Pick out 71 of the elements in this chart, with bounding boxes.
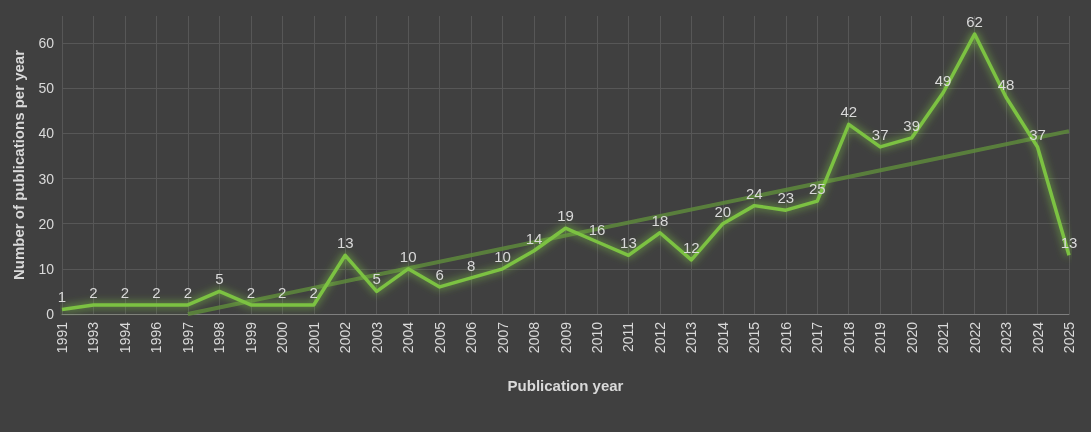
data-label: 2: [278, 283, 287, 301]
data-label: 1: [57, 288, 67, 306]
y-tick-label: 10: [38, 260, 55, 277]
data-label: 5: [215, 270, 224, 288]
data-label: 62: [966, 13, 983, 31]
data-label: 2: [89, 283, 98, 301]
data-label: 2: [309, 283, 318, 301]
x-tick-label: 1997: [179, 321, 196, 354]
x-tick-label: 1998: [211, 321, 228, 354]
x-tick-label: 1993: [85, 321, 102, 354]
x-tick-label: 2009: [557, 321, 574, 354]
data-label: 5: [372, 270, 381, 288]
x-tick-label: 2019: [872, 321, 889, 354]
data-label: 24: [745, 184, 763, 202]
x-tick-label: 1991: [54, 321, 70, 354]
x-tick-label: 1999: [242, 321, 259, 354]
x-tick-label: 2021: [935, 321, 952, 354]
data-label: 37: [1029, 125, 1046, 143]
data-label: 10: [494, 247, 511, 265]
x-tick-label: 2014: [714, 321, 731, 354]
x-tick-label: 2004: [400, 321, 417, 354]
data-label: 2: [152, 283, 161, 301]
x-tick-label: 2023: [998, 321, 1015, 354]
x-tick-label: 2018: [840, 321, 857, 354]
x-tick-label: 2015: [746, 321, 763, 354]
x-tick-label: 2001: [305, 321, 322, 354]
y-tick-label: 60: [38, 35, 55, 52]
y-tick-label: 0: [46, 306, 55, 322]
x-tick-label: 2008: [526, 321, 543, 354]
x-tick-label: 2017: [809, 321, 826, 354]
data-label: 13: [336, 234, 354, 252]
data-label: 2: [183, 283, 193, 301]
y-tick-label: 20: [38, 215, 55, 232]
x-tick-label: 2016: [777, 321, 794, 354]
data-label: 20: [714, 202, 732, 220]
data-label: 18: [651, 211, 669, 229]
data-label: 13: [620, 234, 637, 252]
x-tick-label: 2013: [683, 321, 700, 354]
data-label: 2: [120, 283, 130, 301]
x-tick-label: 2022: [966, 321, 983, 354]
x-tick-label: 2020: [903, 321, 920, 354]
data-label: 8: [466, 256, 476, 274]
y-tick-label: 40: [38, 125, 55, 142]
data-label: 10: [399, 247, 417, 265]
data-label: 39: [903, 116, 920, 134]
x-tick-label: 2010: [588, 321, 605, 354]
y-axis-title: Number of publications per year: [10, 49, 27, 281]
y-tick-label: 30: [38, 170, 55, 187]
x-tick-label: 2011: [620, 321, 637, 353]
x-tick-label: 2005: [431, 321, 448, 354]
x-tick-label: 2025: [1061, 321, 1077, 354]
x-tick-label: 2024: [1029, 321, 1046, 354]
x-tick-label: 1996: [148, 321, 165, 354]
data-label: 6: [435, 265, 444, 283]
x-tick-label: 2007: [494, 321, 511, 354]
x-axis-title: Publication year: [507, 377, 624, 394]
data-label: 23: [777, 189, 795, 207]
x-tick-label: 2003: [368, 321, 385, 354]
x-tick-label: 2002: [337, 321, 354, 354]
data-label: 37: [871, 125, 889, 143]
y-tick-label: 50: [38, 80, 55, 97]
data-label: 19: [557, 207, 574, 225]
x-tick-label: 2000: [274, 321, 291, 354]
x-tick-label: 2012: [651, 321, 668, 354]
data-label: 12: [683, 238, 700, 256]
data-label: 2: [246, 283, 255, 301]
data-label: 16: [588, 220, 606, 238]
data-label: 42: [840, 103, 858, 121]
data-label: 14: [525, 229, 543, 247]
x-tick-label: 2006: [463, 321, 480, 354]
x-tick-label: 1994: [116, 321, 133, 354]
